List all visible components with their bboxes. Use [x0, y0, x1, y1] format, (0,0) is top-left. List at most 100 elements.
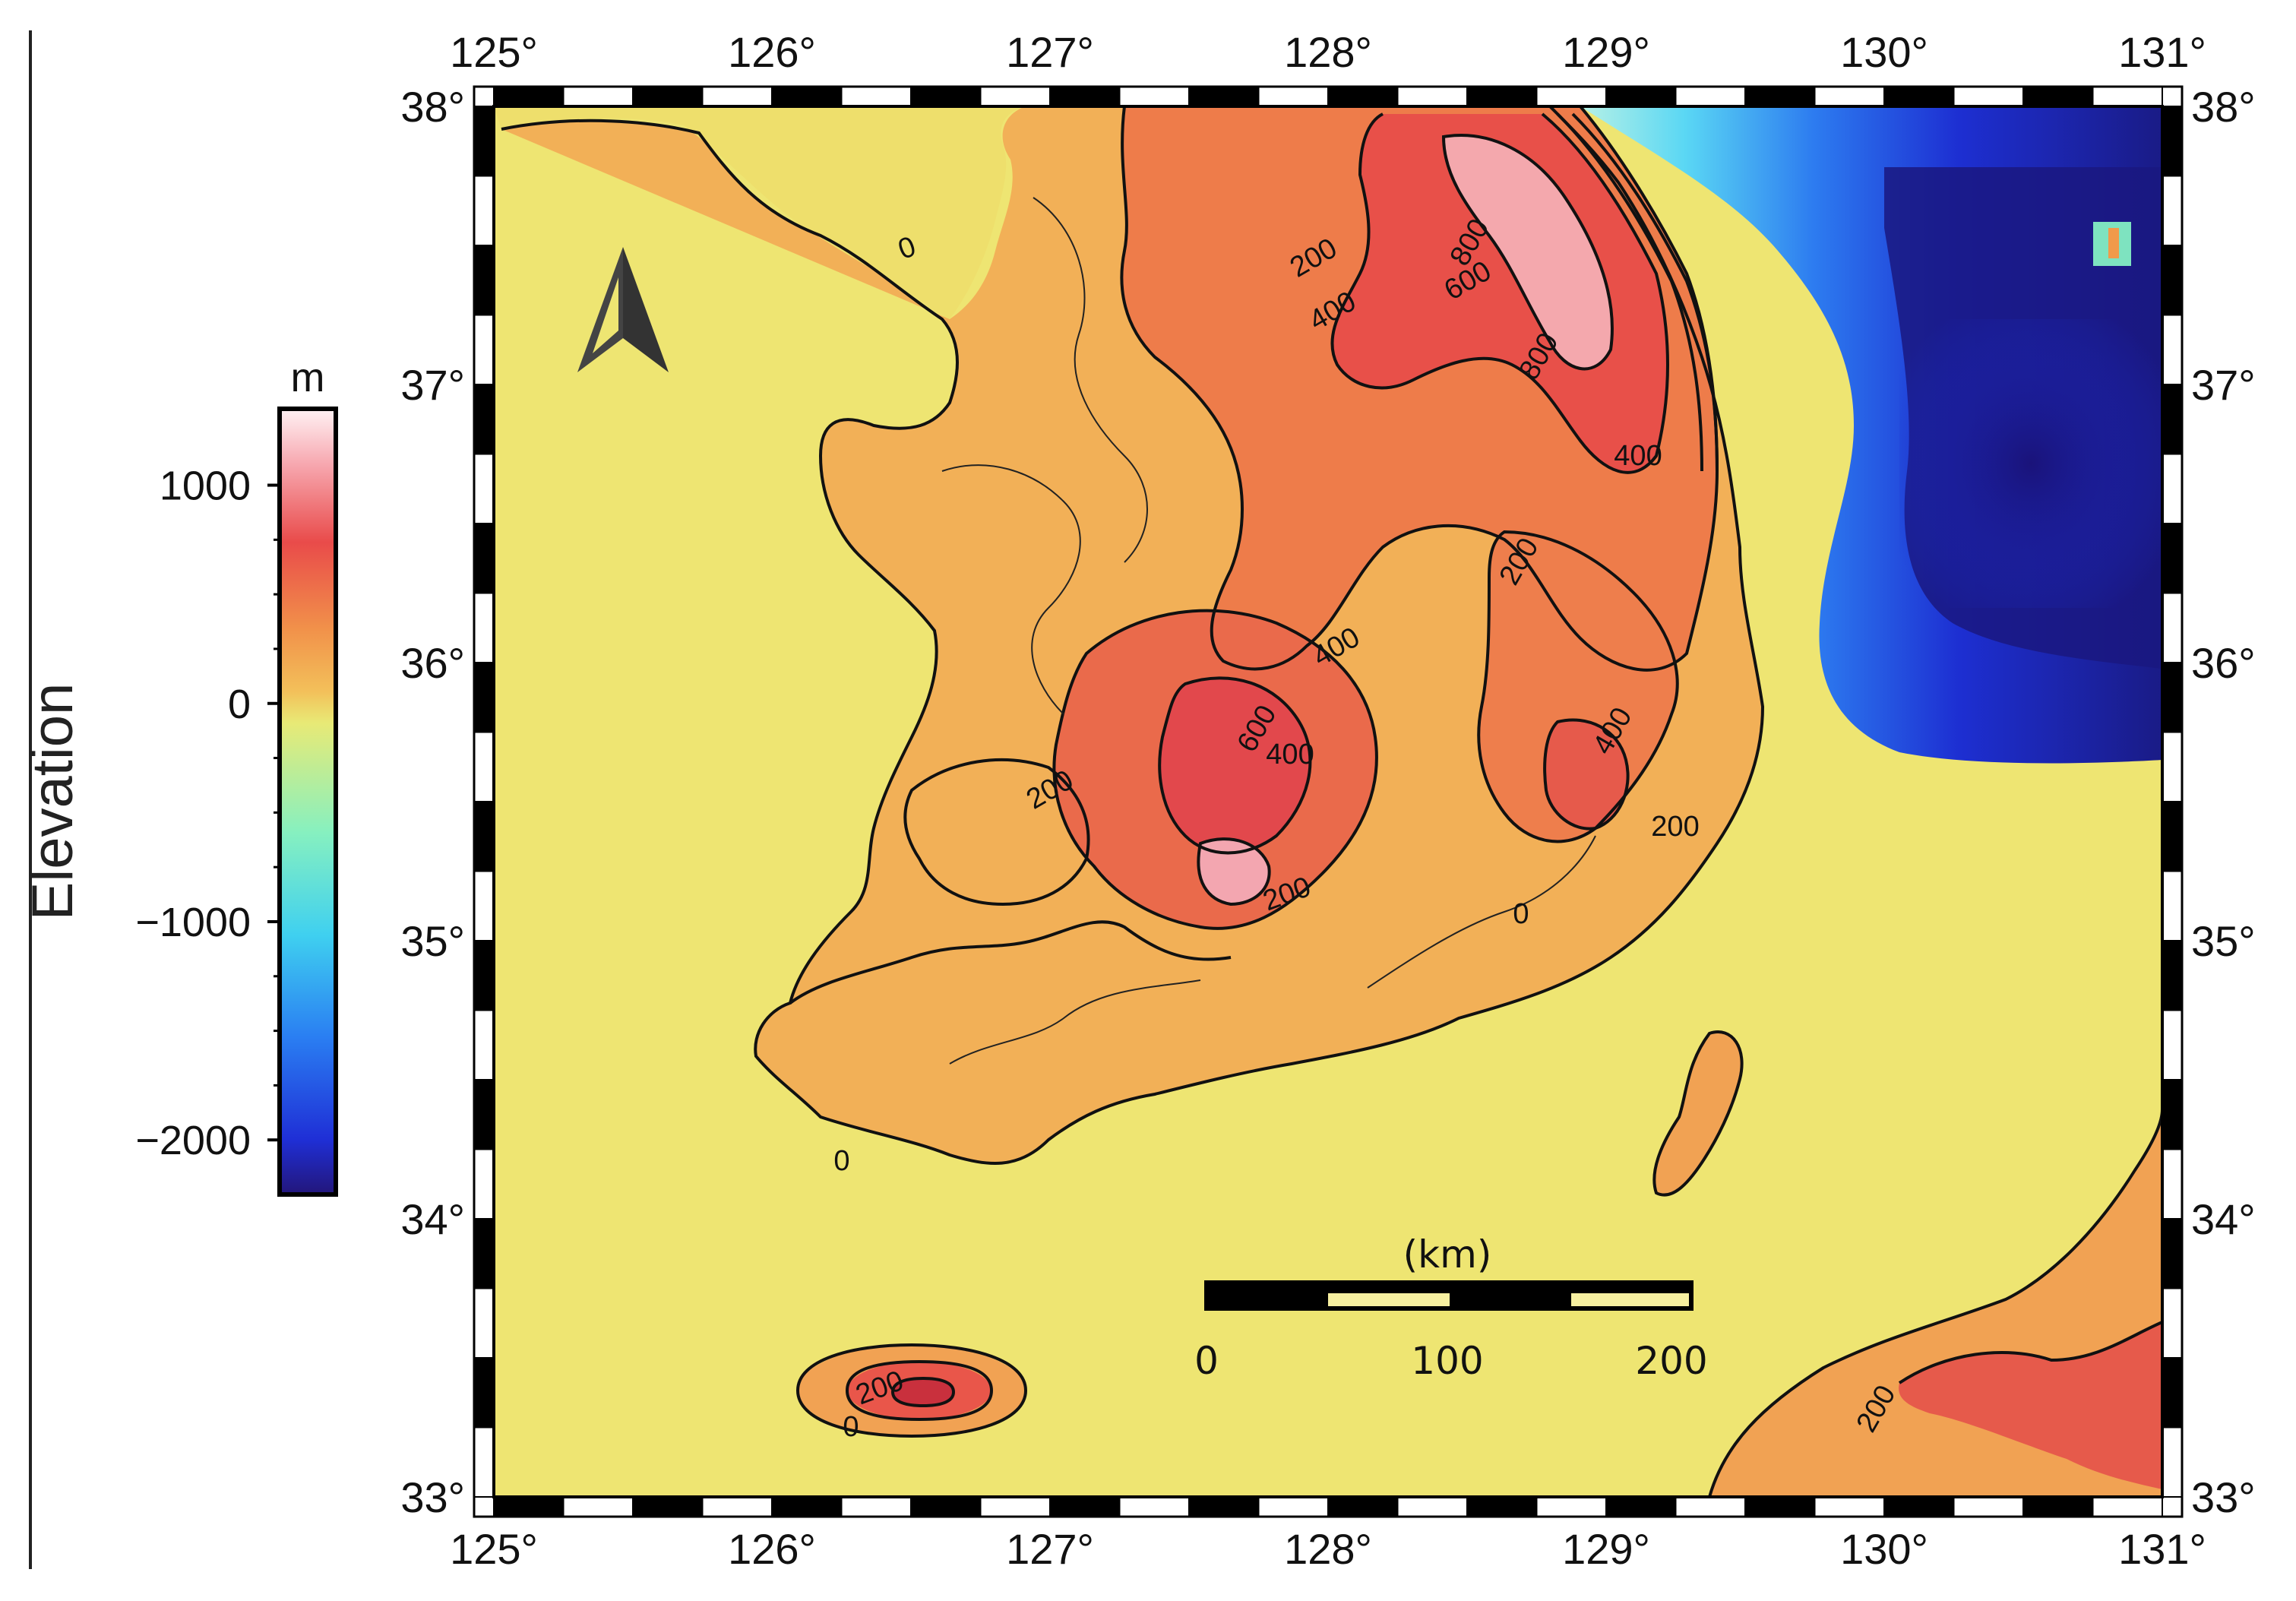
- lat-tick-right: 36°: [2191, 639, 2256, 687]
- frame-segment-left: [473, 801, 495, 872]
- frame-segment-top: [493, 86, 565, 107]
- contour-0-southwest: [789, 920, 1232, 1005]
- colorbar-tick-label: 0: [228, 682, 251, 727]
- colorbar-unit: m: [291, 355, 325, 400]
- scale-bar-segment-1: [1207, 1283, 1328, 1308]
- frame-segment-right: [2162, 384, 2183, 455]
- lon-tick-top: 129°: [1562, 28, 1650, 76]
- frame-segment-right: [2162, 1287, 2183, 1359]
- frame-segment-top: [632, 86, 704, 107]
- contour-200-jiri: [1052, 609, 1378, 930]
- frame-segment-right: [2162, 523, 2183, 594]
- frame-segment-left: [473, 870, 495, 941]
- frame-segment-right: [2162, 245, 2183, 316]
- lat-tick-right: 38°: [2191, 83, 2256, 131]
- frame-segment-right: [2162, 731, 2183, 802]
- frame-segment-top: [1744, 86, 1816, 107]
- frame-segment-bottom: [2092, 1496, 2163, 1517]
- frame-segment-top: [1466, 86, 1538, 107]
- contour-east-coast-steep: [1556, 112, 1703, 472]
- frame-segment-right: [2162, 592, 2183, 663]
- north-arrow-cutout: [593, 277, 618, 353]
- frame-segment-top: [1605, 86, 1677, 107]
- colorbar-gradient: [277, 407, 338, 1197]
- frame-segment-bottom: [1466, 1496, 1538, 1517]
- frame-segment-bottom: [1188, 1496, 1260, 1517]
- contour-label: 0: [843, 1411, 859, 1443]
- frame-segment-top: [1814, 86, 1885, 107]
- lon-tick-top: 126°: [728, 28, 816, 76]
- coastline-contour: [501, 106, 1765, 1165]
- frame-segment-top: [1535, 86, 1607, 107]
- contour-800-north: [1441, 134, 1614, 371]
- frame-segment-bottom: [1118, 1496, 1190, 1517]
- frame-segment-bottom: [701, 1496, 773, 1517]
- frame-segment-bottom: [1049, 1496, 1121, 1517]
- contour-kyushu: [1708, 1109, 2162, 1497]
- frame-segment-right: [2162, 314, 2183, 385]
- axis-labels: 125° 125° 126° 126° 127° 127° 128° 128° 129° 129°…: [400, 28, 2255, 1573]
- contour-label: 0: [833, 1145, 849, 1177]
- frame-segment-right: [2162, 870, 2183, 941]
- frame-segment-top: [1953, 86, 2024, 107]
- frame-segment-left: [473, 1009, 495, 1081]
- lat-tick-right: 33°: [2191, 1473, 2256, 1521]
- lat-tick-left: 34°: [400, 1195, 465, 1243]
- gyeongbuk-peaks: [1545, 720, 1628, 829]
- lat-tick-right: 35°: [2191, 917, 2256, 965]
- frame-segment-bottom: [1953, 1496, 2024, 1517]
- contour-jeju-inner: [845, 1359, 994, 1422]
- frame-segment-bottom: [2022, 1496, 2094, 1517]
- lon-tick-top: 130°: [1840, 28, 1928, 76]
- frame-segment-bottom: [562, 1496, 634, 1517]
- frame-segment-bottom: [840, 1496, 912, 1517]
- frame-segment-bottom: [1396, 1496, 1468, 1517]
- seorak-high-peaks: [1444, 135, 1612, 369]
- map-area: (km) 0 100 200 0000200200200200200200200…: [400, 28, 2255, 1573]
- frame-segment-right: [2162, 940, 2183, 1011]
- frame-segment-left: [473, 1426, 495, 1498]
- lon-tick-bottom: 131°: [2118, 1525, 2206, 1573]
- frame-segment-left: [473, 940, 495, 1011]
- map-frame: [473, 85, 2184, 1518]
- lat-tick-left: 37°: [400, 361, 465, 409]
- frame-segment-bottom: [1744, 1496, 1816, 1517]
- scale-bar-label-200: 200: [1635, 1339, 1707, 1383]
- scale-bar-unit: (km): [1403, 1232, 1492, 1277]
- scale-bar-segment-3: [1450, 1283, 1571, 1308]
- contour-label: 400: [1266, 739, 1314, 770]
- north-arrow-icon: [577, 247, 669, 372]
- jiri-summit: [1198, 839, 1270, 904]
- contour-jeju-peak: [890, 1376, 956, 1408]
- frame-segment-bottom: [632, 1496, 704, 1517]
- frame-segment-bottom: [1883, 1496, 1955, 1517]
- frame-segment-top: [701, 86, 773, 107]
- frame-segment-right: [2162, 1079, 2183, 1150]
- contour-tsushima: [1652, 1030, 1744, 1197]
- frame-segment-top: [771, 86, 843, 107]
- tsushima-island: [1654, 1032, 1742, 1195]
- lat-tick-left: 33°: [400, 1473, 465, 1521]
- frame-segment-top: [2092, 86, 2163, 107]
- frame-segment-top: [2022, 86, 2094, 107]
- lon-tick-top: 128°: [1284, 28, 1372, 76]
- contour-400-gyeongbuk: [1543, 718, 1630, 831]
- frame-segment-bottom: [1257, 1496, 1329, 1517]
- scale-bar-label-100: 100: [1411, 1339, 1483, 1383]
- frame-segment-bottom: [979, 1496, 1051, 1517]
- frame-segment-top: [979, 86, 1051, 107]
- lon-tick-bottom: 129°: [1562, 1525, 1650, 1573]
- frame-outer-border: [473, 85, 2184, 1518]
- frame-segment-left: [473, 314, 495, 385]
- frame-segment-left: [473, 1148, 495, 1220]
- frame-segment-left: [473, 1079, 495, 1150]
- lon-tick-top: 127°: [1006, 28, 1094, 76]
- scale-bar: (km) 0 100 200: [1194, 1232, 1708, 1383]
- colorbar-tick-label: −2000: [135, 1118, 251, 1163]
- frame-segment-top: [840, 86, 912, 107]
- frame-segment-top: [1118, 86, 1190, 107]
- minor-contour-2: [941, 464, 1081, 715]
- frame-segment-left: [473, 523, 495, 594]
- contour-jeju-outer: [795, 1343, 1028, 1438]
